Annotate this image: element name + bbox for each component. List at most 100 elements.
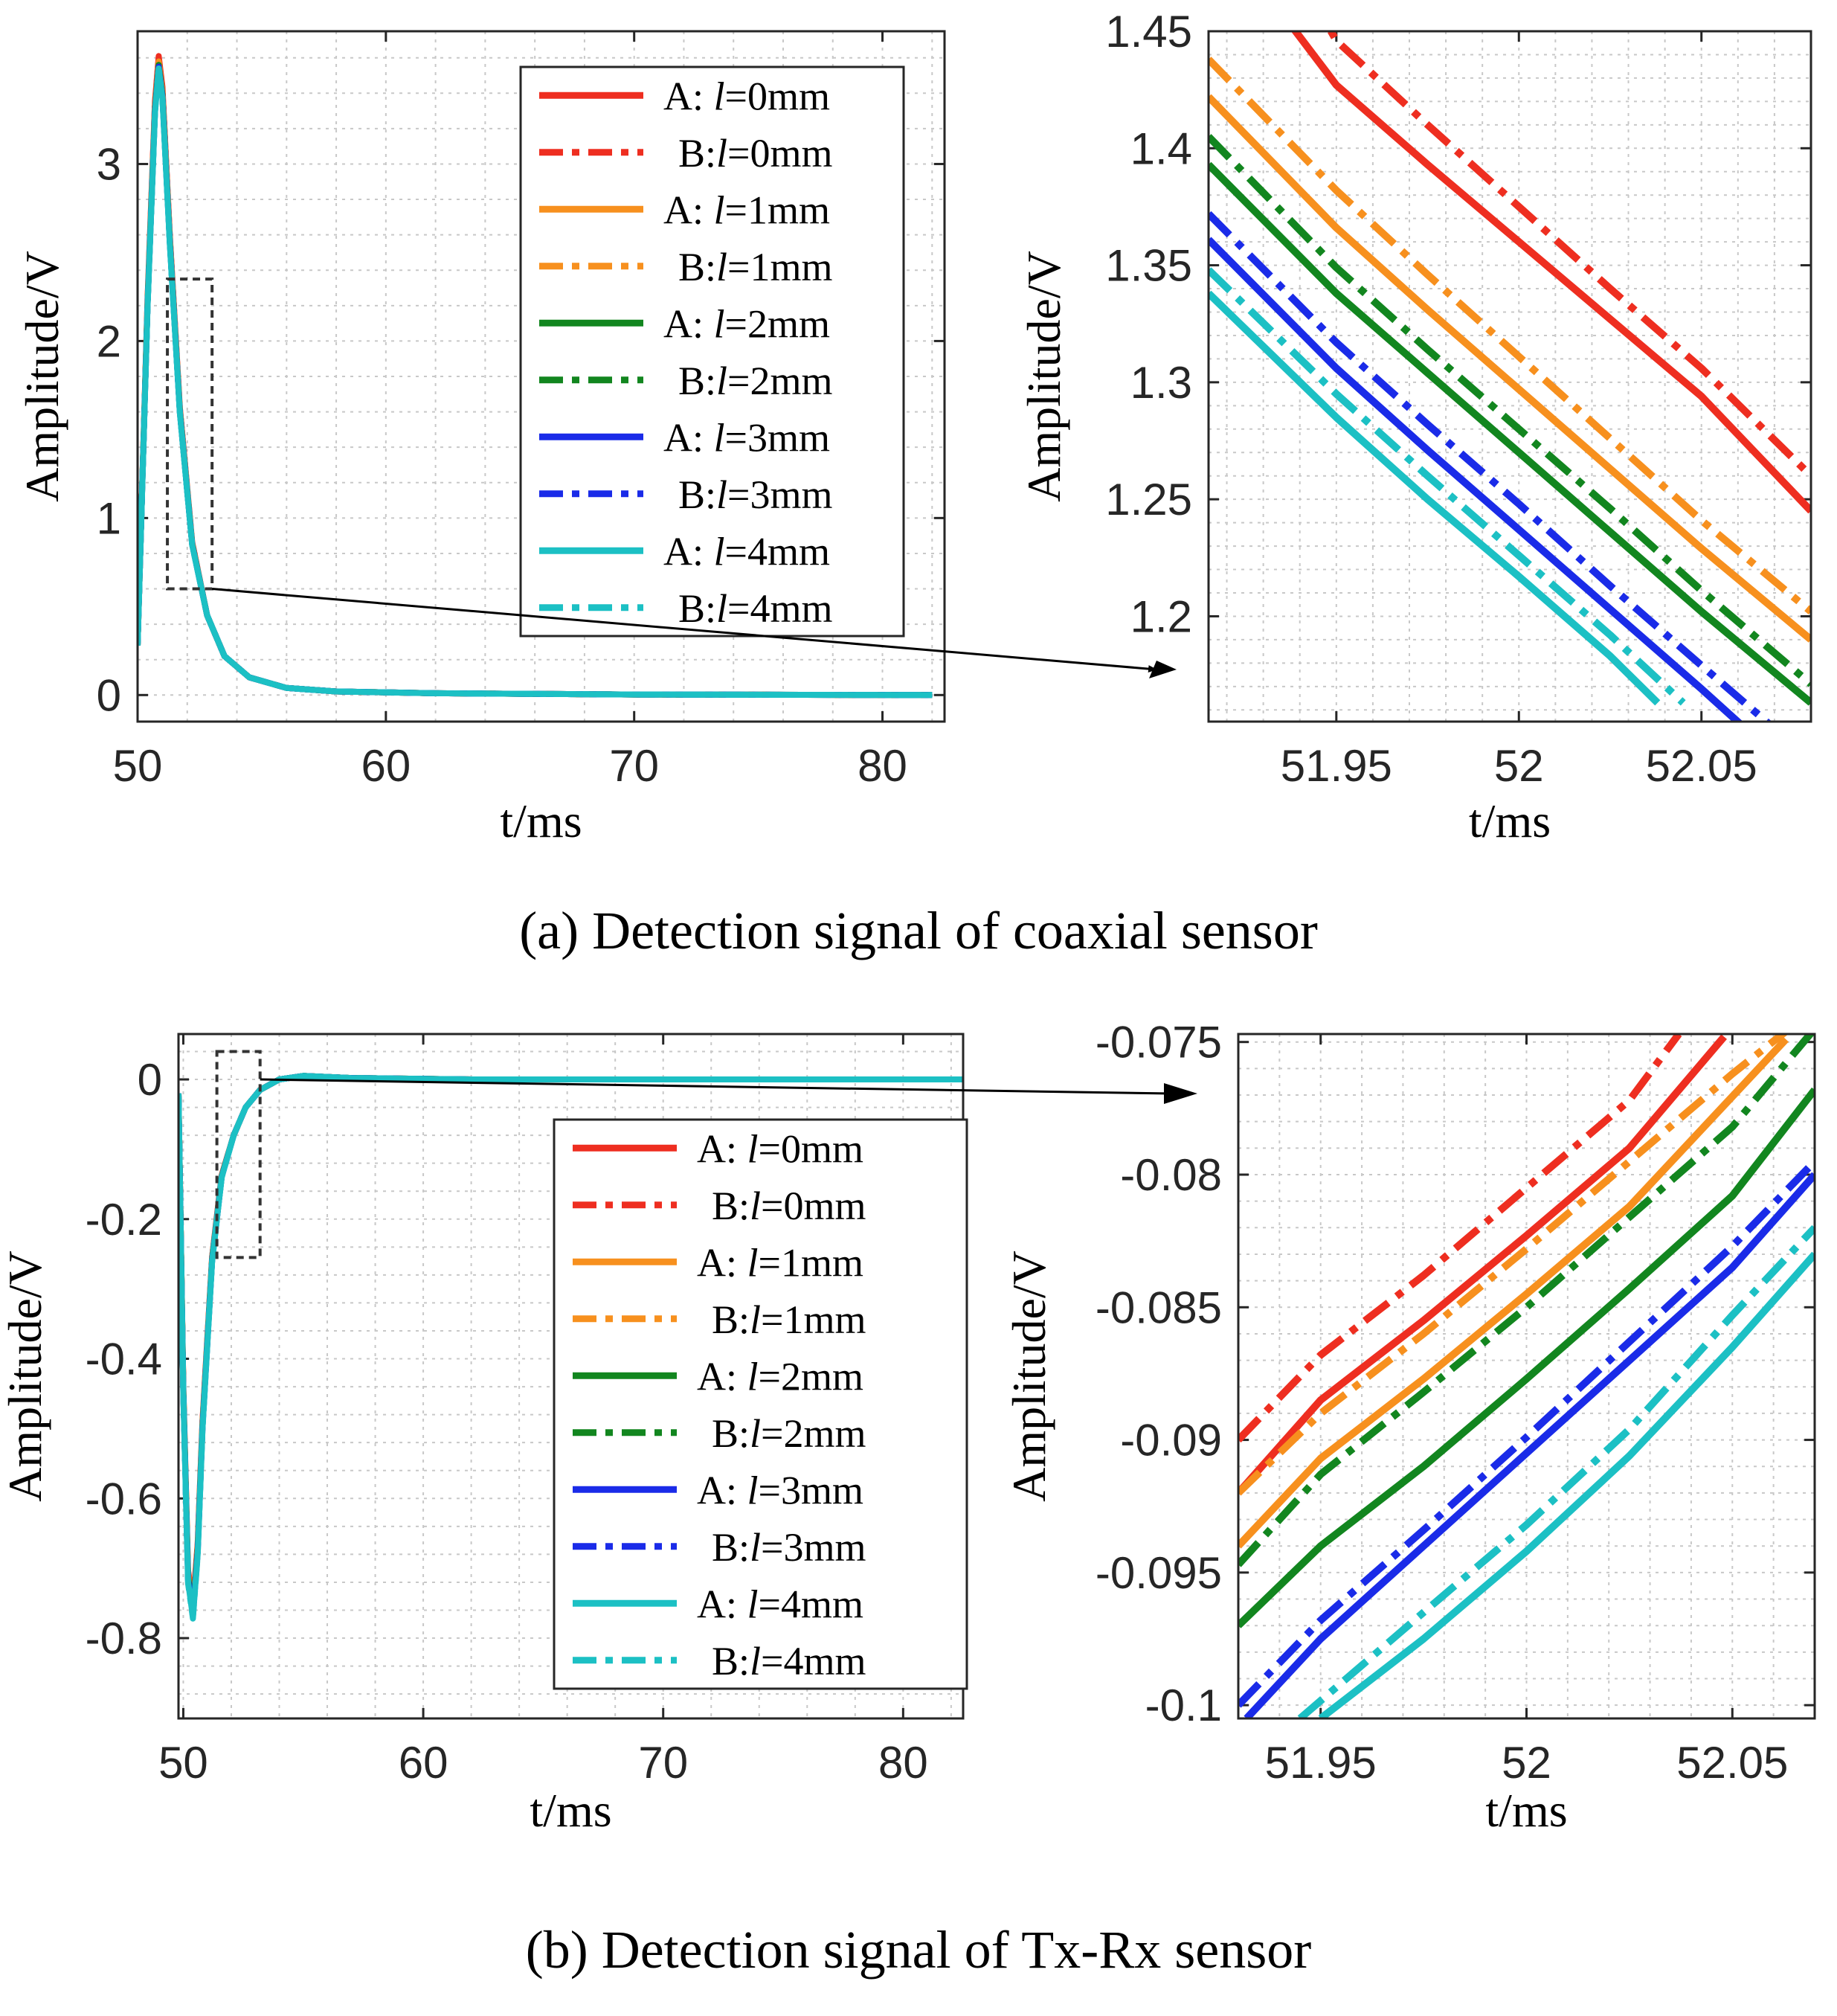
series-line-6 (1238, 1034, 1815, 1567)
x-tick-label: 80 (858, 741, 907, 791)
zoom-arrow-b (260, 1078, 1172, 1095)
x-tick-label: 51.95 (1281, 741, 1392, 791)
y-axis-label: Amplitude/V (16, 251, 68, 502)
zoom-arrow-a (212, 588, 1157, 673)
y-tick-label: -0.1 (1145, 1680, 1222, 1730)
y-tick-label: 1.3 (1130, 358, 1192, 408)
x-tick-label: 70 (638, 1738, 688, 1788)
y-tick-label: 1.4 (1130, 123, 1192, 173)
series-group (178, 1073, 963, 1622)
series-line-9 (1318, 1251, 1815, 1718)
y-tick-label: 1 (97, 493, 121, 543)
series-line-8 (1209, 211, 1772, 722)
series-line-2 (1238, 1034, 1682, 1443)
x-tick-label: 51.95 (1265, 1738, 1377, 1788)
x-axis-label: t/ms (1469, 794, 1551, 847)
series-line-10 (178, 1073, 963, 1622)
y-tick-label: -0.085 (1096, 1283, 1222, 1332)
series-line-2 (1326, 31, 1811, 479)
y-tick-label: 0 (97, 670, 121, 720)
legend-label: A: l=2mm (663, 301, 830, 346)
y-axis-label: Amplitude/V (1017, 251, 1070, 502)
y-tick-label: -0.09 (1120, 1416, 1222, 1466)
legend-box (519, 65, 905, 638)
legend-label: B:l=3mm (712, 1525, 866, 1570)
legend-label: B:l=0mm (712, 1184, 866, 1228)
series-line-1 (1238, 1034, 1728, 1496)
y-tick-label: 1.35 (1105, 241, 1192, 291)
panel-a-main-plot: 50 60 70 80 0 1 2 3 t/ms Amplitude/V A: l=0mm B:l=0… (16, 30, 946, 847)
zoom-box (215, 1050, 262, 1259)
x-tick-label: 52.05 (1676, 1738, 1788, 1788)
series-line-10 (138, 65, 933, 699)
legend-label: B:l=4mm (712, 1639, 866, 1683)
y-tick-label: -0.095 (1096, 1548, 1222, 1598)
y-tick-label: 1.45 (1105, 7, 1192, 57)
series-line-5 (1209, 161, 1811, 706)
x-axis-label: t/ms (530, 1784, 611, 1837)
legend-label: B:l=1mm (712, 1297, 866, 1342)
y-tick-label: 3 (97, 139, 121, 189)
series-line-1 (1290, 31, 1811, 514)
series-line-10 (1209, 267, 1686, 706)
series-group (1238, 1034, 1815, 1718)
y-axis-label: Amplitude/V (1003, 1251, 1055, 1502)
panel-b-main-plot: 50 60 70 80 -0.8 -0.6 -0.4 -0.2 0 t/ms Amplitude/V… (0, 1033, 968, 1837)
y-tick-label: -0.6 (86, 1474, 162, 1524)
legend-label: B:l=4mm (678, 586, 833, 631)
series-line-7 (1209, 237, 1743, 722)
series-line-4 (1238, 1034, 1789, 1496)
x-axis-label: t/ms (500, 794, 582, 847)
legend-label: A: l=4mm (663, 529, 830, 574)
legend-label: A: l=1mm (697, 1240, 863, 1285)
legend-label: A: l=1mm (663, 187, 830, 232)
series-group (138, 53, 933, 699)
y-tick-label: 2 (97, 316, 121, 366)
legend: A: l=0mm B:l=0mm A: l=1mm B:l=1mm A: l=2mm B:… (553, 1118, 968, 1690)
axes-frame (1207, 30, 1812, 723)
panel-b-zoom-plot: 51.95 52 52.05 -0.1 -0.095 -0.09 -0.085 -0.08 -0… (1003, 1018, 1816, 1837)
arrowhead-b (1164, 1083, 1197, 1104)
legend-label: A: l=3mm (663, 415, 830, 460)
legend-label: B:l=0mm (678, 131, 833, 176)
series-line-7 (1244, 1172, 1815, 1718)
legend-label: B:l=1mm (678, 245, 833, 289)
legend-label: A: l=4mm (697, 1582, 863, 1626)
x-tick-label: 50 (158, 1738, 208, 1788)
series-group (1209, 31, 1811, 722)
y-tick-label: -0.08 (1120, 1150, 1222, 1200)
series-line-8 (1238, 1158, 1815, 1708)
y-tick-label: 1.2 (1130, 591, 1192, 641)
legend: A: l=0mm B:l=0mm A: l=1mm B:l=1mm A: l=2mm B:… (519, 65, 905, 638)
x-tick-label: 52 (1494, 741, 1544, 791)
legend-label: B:l=3mm (678, 472, 833, 517)
y-tick-label: 1.25 (1105, 475, 1192, 524)
x-tick-label: 70 (609, 741, 659, 791)
legend-label: A: l=0mm (663, 74, 830, 118)
y-tick-label: -0.2 (86, 1195, 162, 1245)
y-tick-label: 0 (138, 1055, 162, 1105)
panel-a-zoom-plot: 51.95 52 52.05 1.2 1.25 1.3 1.35 1.4 1.45 t/ms Amp… (1017, 7, 1812, 847)
series-line-3 (1238, 1036, 1789, 1549)
zoom-arrows (212, 588, 1197, 1104)
caption-b: (b) Detection signal of Tx-Rx sensor (526, 1920, 1311, 1980)
series-line-5 (1238, 1087, 1815, 1628)
legend-label: A: l=3mm (697, 1468, 863, 1512)
x-tick-label: 50 (113, 741, 163, 791)
legend-label: B:l=2mm (678, 359, 833, 403)
x-axis-label: t/ms (1485, 1784, 1567, 1837)
series-line-9 (1209, 290, 1661, 706)
x-tick-label: 80 (878, 1738, 928, 1788)
caption-a: (a) Detection signal of coaxial sensor (519, 901, 1318, 960)
series-line-3 (1209, 94, 1811, 643)
series-line-6 (1209, 134, 1811, 687)
x-tick-label: 52 (1502, 1738, 1551, 1788)
x-tick-label: 52.05 (1646, 741, 1757, 791)
y-tick-label: -0.8 (86, 1614, 162, 1663)
x-tick-label: 60 (361, 741, 411, 791)
legend-label: B:l=2mm (712, 1411, 866, 1456)
arrowhead-a (1149, 661, 1177, 678)
y-tick-label: -0.075 (1096, 1018, 1222, 1068)
axes-frame (1237, 1033, 1816, 1720)
